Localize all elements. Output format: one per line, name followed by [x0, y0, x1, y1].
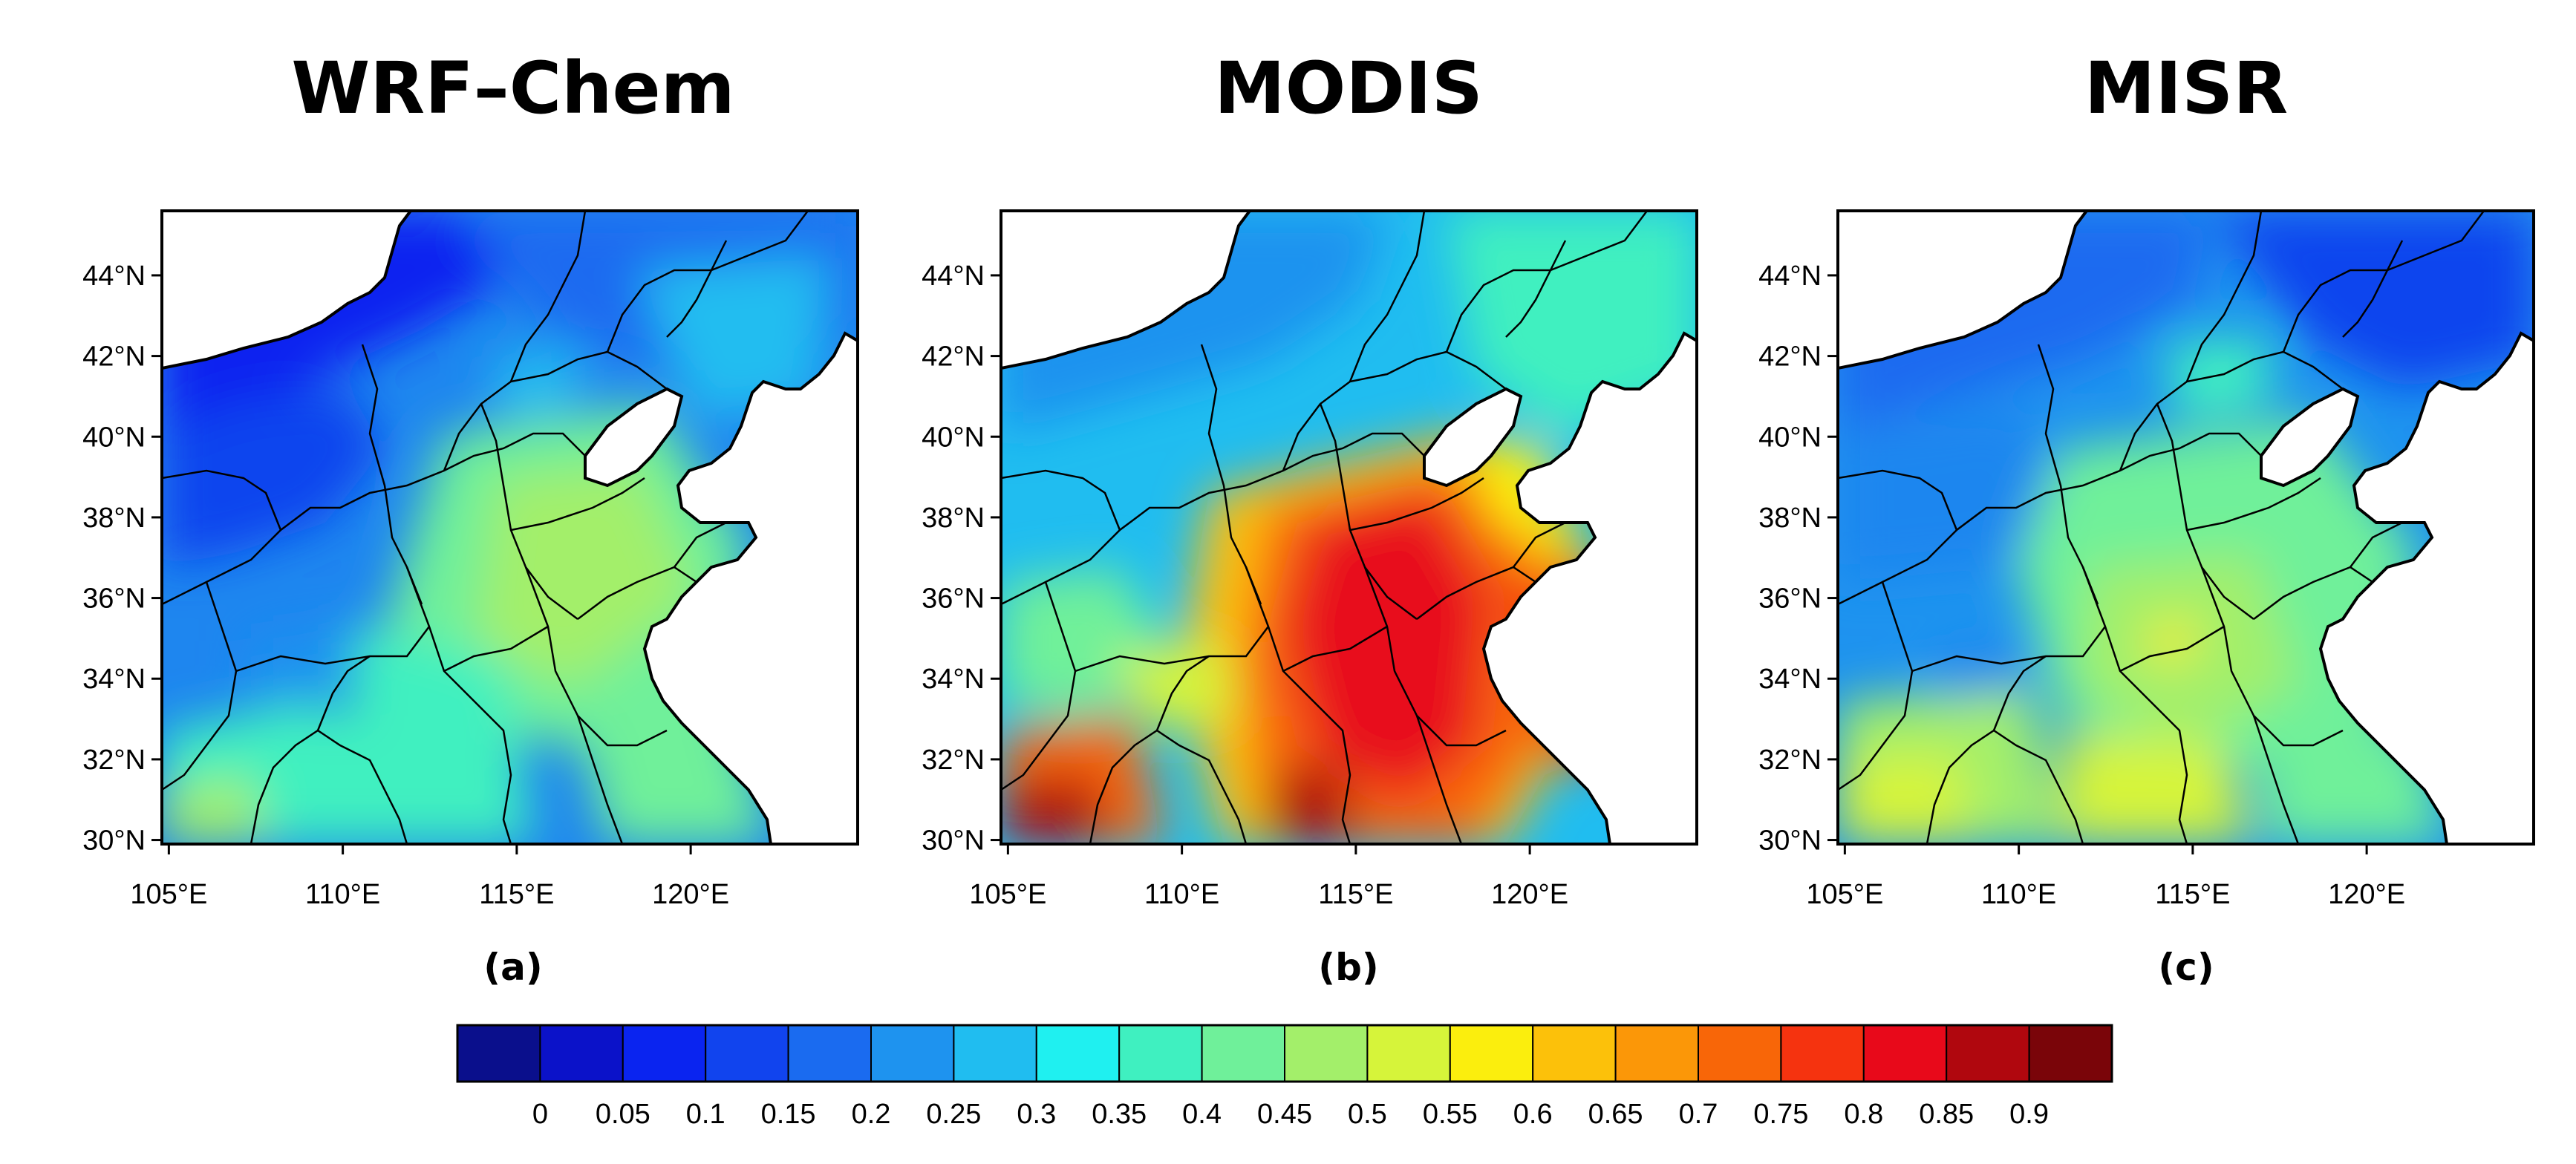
- lat-tick-label: 34°N: [922, 664, 985, 695]
- lon-tick-label: 120°E: [1491, 879, 1568, 910]
- lat-tick-label: 40°N: [1758, 422, 1822, 453]
- colorbar-swatch: [1614, 1024, 1700, 1082]
- colorbar-label: 0.8: [1844, 1099, 1883, 1130]
- colorbar-swatch: [1284, 1024, 1369, 1082]
- lat-tick-label: 36°N: [82, 583, 146, 615]
- lon-tick-label: 115°E: [2155, 879, 2230, 910]
- lat-tick-label: 44°N: [1758, 261, 1822, 292]
- colorbar-swatch: [1862, 1024, 1948, 1082]
- lat-tick-label: 40°N: [922, 422, 985, 453]
- colorbar-label: 0.9: [2009, 1099, 2049, 1130]
- colorbar-label: 0.7: [1679, 1099, 1718, 1130]
- colorbar-swatch: [622, 1024, 707, 1082]
- colorbar-swatch: [1532, 1024, 1617, 1082]
- colorbar-label: 0.2: [852, 1099, 891, 1130]
- colorbar-label: 0.45: [1257, 1099, 1312, 1130]
- colorbar-label: 0.75: [1753, 1099, 1808, 1130]
- lat-tick-label: 32°N: [82, 745, 146, 776]
- colorbar: 0 0.05 0.1 0.15 0.2 0.25 0.3 0.35 0.4 0.45 0.5 0.55…: [456, 1024, 2113, 1130]
- lat-tick-label: 42°N: [1758, 341, 1822, 373]
- colorbar-label: 0: [532, 1099, 548, 1130]
- panel-b-tag: (b): [1318, 946, 1379, 989]
- lon-tick-label: 105°E: [969, 879, 1046, 910]
- lat-tick-label: 34°N: [82, 664, 146, 695]
- colorbar-label: 0.05: [596, 1099, 650, 1130]
- axes: 44°N 42°N 40°N 38°N 36°N 34°N 32°N 30°N 105°E 110…: [82, 261, 2405, 910]
- colorbar-swatch: [1698, 1024, 1782, 1082]
- colorbar-label: 0.85: [1919, 1099, 1974, 1130]
- lat-tick-label: 38°N: [82, 503, 146, 534]
- colorbar-swatch: [953, 1024, 1037, 1082]
- lat-tick-label: 38°N: [1758, 503, 1822, 534]
- colorbar-swatch: [787, 1024, 872, 1082]
- colorbar-swatch: [2028, 1024, 2113, 1082]
- colorbar-label: 0.65: [1588, 1099, 1643, 1130]
- lat-tick-label: 30°N: [922, 825, 985, 857]
- colorbar-swatch: [1366, 1024, 1451, 1082]
- lat-tick-label: 36°N: [922, 583, 985, 615]
- colorbar-label: 0.35: [1092, 1099, 1147, 1130]
- colorbar-swatch: [1118, 1024, 1203, 1082]
- colorbar-label: 0.3: [1017, 1099, 1056, 1130]
- lat-tick-label: 38°N: [922, 503, 985, 534]
- colorbar-label: 0.4: [1182, 1099, 1222, 1130]
- colorbar-label: 0.25: [926, 1099, 981, 1130]
- lon-tick-label: 105°E: [1806, 879, 1883, 910]
- colorbar-swatch: [705, 1024, 789, 1082]
- panel-b-map: [1000, 209, 1698, 846]
- colorbar-border: [456, 1024, 2113, 1083]
- colorbar-swatch: [1035, 1024, 1121, 1082]
- lat-tick-label: 44°N: [922, 261, 985, 292]
- lon-tick-label: 115°E: [1318, 879, 1393, 910]
- lon-tick-label: 110°E: [1981, 879, 2056, 910]
- panel-a-tag: (a): [483, 946, 542, 989]
- colorbar-swatch: [1449, 1024, 1534, 1082]
- lat-tick-label: 42°N: [922, 341, 985, 373]
- colorbar-swatch: [457, 1024, 541, 1082]
- panel-a-title: WRF–Chem: [291, 47, 734, 130]
- colorbar-swatch: [870, 1024, 955, 1082]
- lat-tick-label: 44°N: [82, 261, 146, 292]
- lat-tick-label: 32°N: [922, 745, 985, 776]
- panel-c-tag: (c): [2158, 946, 2214, 989]
- lon-tick-label: 120°E: [2328, 879, 2405, 910]
- panel-c-title: MISR: [2084, 47, 2288, 130]
- lon-tick-label: 105°E: [130, 879, 207, 910]
- colorbar-label: 0.55: [1423, 1099, 1478, 1130]
- colorbar-swatch: [539, 1024, 624, 1082]
- lat-tick-label: 42°N: [82, 341, 146, 373]
- colorbar-label: 0.1: [686, 1099, 725, 1130]
- lat-tick-label: 30°N: [1758, 825, 1822, 857]
- lon-tick-label: 120°E: [652, 879, 729, 910]
- lat-tick-label: 32°N: [1758, 745, 1822, 776]
- colorbar-label: 0.15: [761, 1099, 816, 1130]
- lon-tick-label: 115°E: [479, 879, 554, 910]
- colorbar-label: 0.5: [1348, 1099, 1387, 1130]
- lat-tick-label: 40°N: [82, 422, 146, 453]
- lat-tick-label: 36°N: [1758, 583, 1822, 615]
- panel-a-map: [160, 209, 859, 846]
- colorbar-swatch: [1946, 1024, 2030, 1082]
- colorbar-swatch: [1780, 1024, 1865, 1082]
- lon-tick-label: 110°E: [1144, 879, 1219, 910]
- lon-tick-label: 110°E: [305, 879, 380, 910]
- colorbar-label: 0.6: [1513, 1099, 1553, 1130]
- panel-c-map: [1836, 209, 2535, 846]
- lat-tick-label: 30°N: [82, 825, 146, 857]
- lat-tick-label: 34°N: [1758, 664, 1822, 695]
- panel-b-title: MODIS: [1214, 47, 1483, 130]
- colorbar-swatch: [1201, 1024, 1285, 1082]
